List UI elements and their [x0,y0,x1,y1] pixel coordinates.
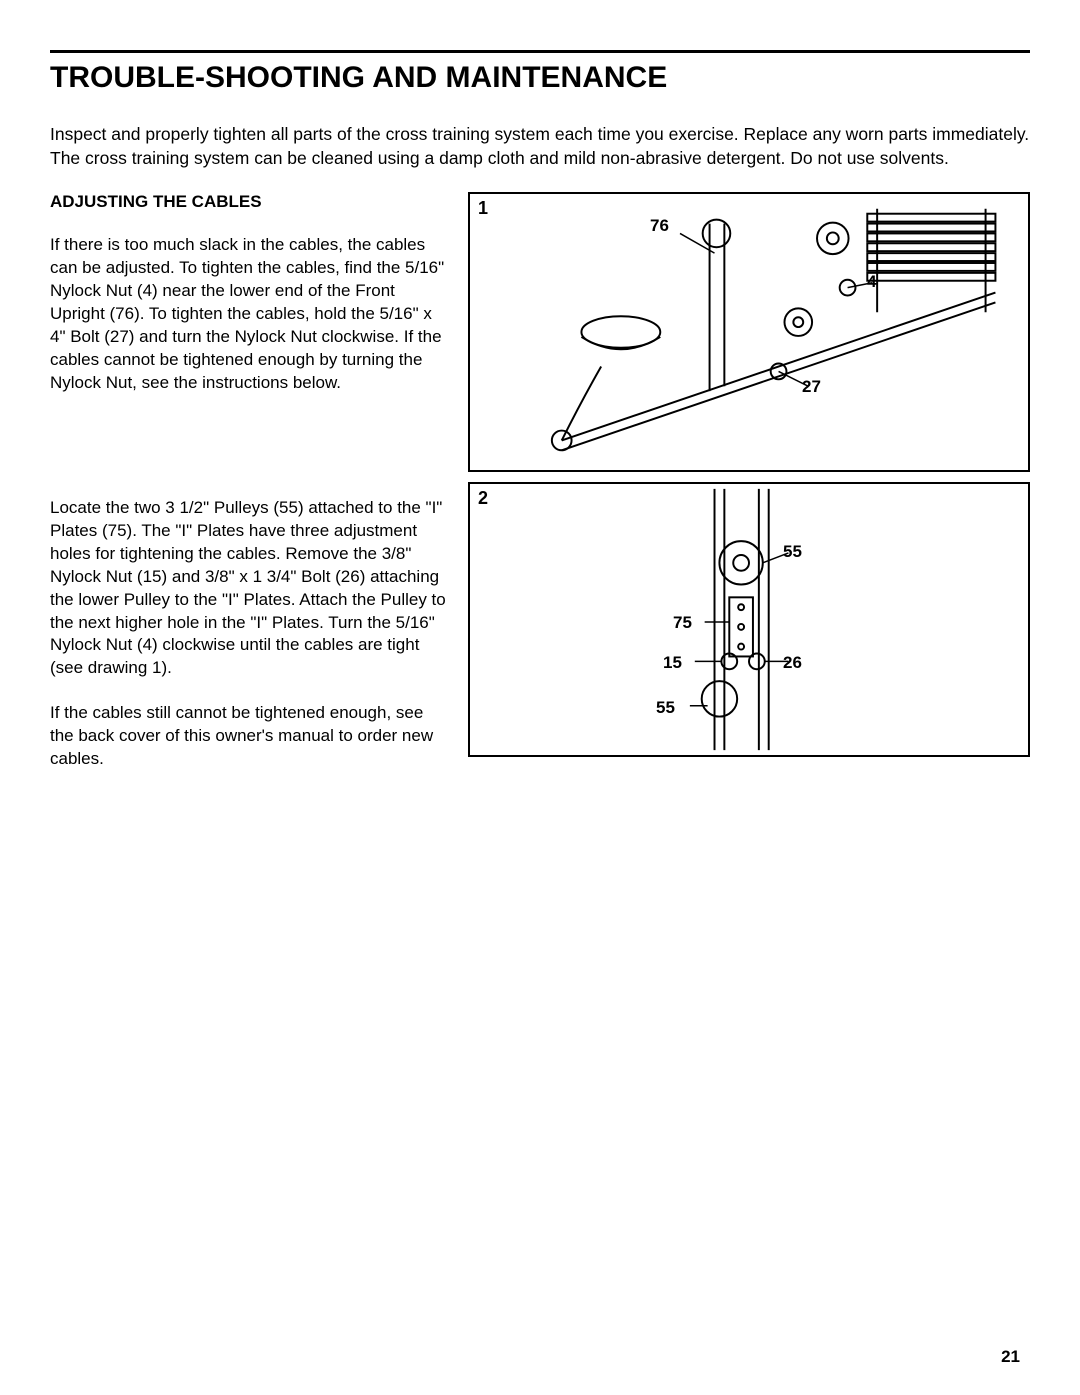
label-55-upper: 55 [783,542,802,562]
diagram-1-svg [470,194,1028,470]
figure-1: 1 [468,192,1030,472]
paragraph-3: If the cables still cannot be tightened … [50,702,450,771]
label-76: 76 [650,216,669,236]
label-55-lower: 55 [656,698,675,718]
paragraph-2: Locate the two 3 1/2" Pulleys (55) attac… [50,497,450,681]
section-heading: ADJUSTING THE CABLES [50,192,450,212]
two-column-layout: ADJUSTING THE CABLES If there is too muc… [50,192,1030,793]
label-15: 15 [663,653,682,673]
spacing [50,417,450,497]
intro-paragraph: Inspect and properly tighten all parts o… [50,123,1030,170]
label-27: 27 [802,377,821,397]
paragraph-1: If there is too much slack in the cables… [50,234,450,395]
diagram-2-svg [470,484,1028,755]
right-column: 1 [468,192,1030,793]
figure-2: 2 [468,482,1030,757]
label-4: 4 [867,272,876,292]
page-number: 21 [1001,1347,1020,1367]
figure-number: 2 [478,488,488,509]
horizontal-rule [50,50,1030,53]
page-title: TROUBLE-SHOOTING AND MAINTENANCE [50,61,1030,95]
label-26: 26 [783,653,802,673]
label-75: 75 [673,613,692,633]
figure-number: 1 [478,198,488,219]
left-column: ADJUSTING THE CABLES If there is too muc… [50,192,450,793]
page: TROUBLE-SHOOTING AND MAINTENANCE Inspect… [0,0,1080,1395]
